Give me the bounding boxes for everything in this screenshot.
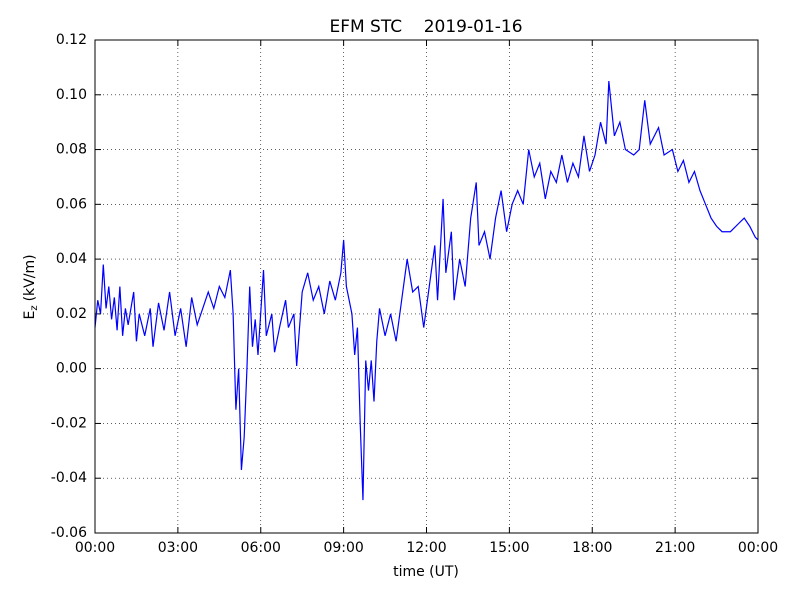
x-tick-label: 06:00 (241, 540, 281, 556)
y-axis-label: Ez (kV/m) (22, 254, 40, 319)
y-tick-label: 0.06 (56, 196, 87, 212)
y-tick-label: 0.12 (56, 32, 87, 48)
y-tick-label: -0.04 (51, 470, 87, 486)
y-tick-label: -0.06 (51, 525, 87, 541)
x-tick-label: 00:00 (75, 540, 115, 556)
x-tick-label: 00:00 (738, 540, 778, 556)
x-tick-label: 09:00 (323, 540, 363, 556)
x-tick-label: 21:00 (655, 540, 695, 556)
x-tick-label: 12:00 (406, 540, 446, 556)
x-axis-label: time (UT) (393, 564, 459, 580)
plot-frame (94, 39, 759, 534)
x-tick-label: 03:00 (158, 540, 198, 556)
y-tick-label: 0.10 (56, 87, 87, 103)
y-label-sub: z (29, 305, 40, 310)
chart-title: EFM STC 2019-01-16 (329, 17, 522, 37)
y-tick-label: 0.02 (56, 306, 87, 322)
data-line (94, 81, 759, 501)
y-tick-label: 0.04 (56, 251, 87, 267)
y-label-unit: (kV/m) (22, 254, 38, 301)
y-tick-label: -0.02 (51, 415, 87, 431)
y-label-main: E (22, 311, 38, 320)
x-tick-label: 15:00 (489, 540, 529, 556)
y-tick-label: 0.00 (56, 361, 87, 377)
y-tick-label: 0.08 (56, 142, 87, 158)
x-tick-label: 18:00 (572, 540, 612, 556)
